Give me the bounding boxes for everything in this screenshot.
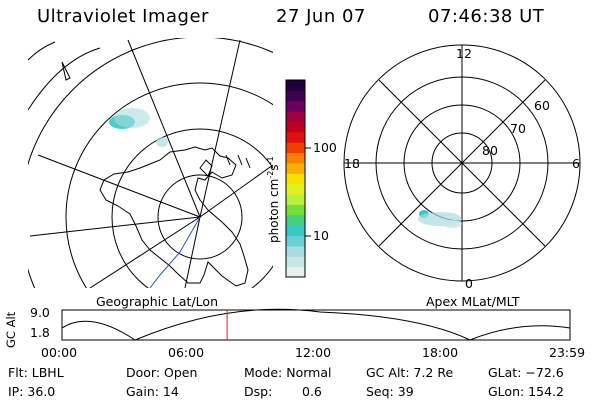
- left-panel-caption: Geographic Lat/Lon: [96, 294, 218, 309]
- status-glon: GLon: 154.2: [488, 384, 564, 399]
- status-seq: Seq: 39: [366, 384, 414, 399]
- right-panel-caption: Apex MLat/MLT: [426, 294, 520, 309]
- status-gc-alt: GC Alt: 7.2 Re: [366, 365, 454, 380]
- mlat-label-70: 70: [510, 121, 526, 136]
- colorbar-segment: [286, 266, 305, 278]
- colorbar-segment: [286, 204, 305, 216]
- observation-date: 27 Jun 07: [276, 6, 366, 27]
- status-ip: IP: 36.0: [8, 384, 56, 399]
- colorbar-segment: [286, 162, 305, 174]
- status-dsp-label: Dsp:: [244, 384, 273, 399]
- colorbar-tick-10: 10: [313, 228, 329, 243]
- colorbar-segment: [286, 256, 305, 268]
- mlat-label-80: 80: [482, 143, 498, 158]
- apex-polar-plot: [343, 44, 581, 282]
- timeline-xtick: 18:00: [422, 345, 459, 360]
- status-glat: GLat: −72.6: [488, 365, 564, 380]
- mlt-label-12: 12: [456, 46, 472, 61]
- colorbar-segment: [286, 152, 305, 164]
- colorbar-units: photon cm-2s-1: [266, 156, 281, 243]
- timeline-xtick: 23:59: [549, 345, 586, 360]
- mlt-label-6: 6: [572, 156, 580, 171]
- timeline-ytick-high: 9.0: [30, 305, 50, 320]
- status-filter: Flt: LBHL: [8, 365, 64, 380]
- timeline-ytick-low: 1.8: [30, 325, 50, 340]
- mlt-label-18: 18: [344, 156, 360, 171]
- colorbar-segment: [286, 225, 305, 237]
- app-title: Ultraviolet Imager: [37, 6, 209, 27]
- status-door: Door: Open: [126, 365, 198, 380]
- colorbar-segment: [286, 100, 305, 112]
- colorbar-tick-100: 100: [313, 140, 337, 155]
- timeline-xtick: 12:00: [295, 345, 332, 360]
- colorbar-segment: [286, 245, 305, 257]
- status-dsp-value: 0.6: [302, 384, 322, 399]
- timeline-xtick: 06:00: [168, 345, 205, 360]
- colorbar-segment: [286, 131, 305, 143]
- colorbar-segment: [286, 90, 305, 102]
- colorbar-segment: [286, 80, 305, 91]
- colorbar-segment: [286, 194, 305, 205]
- colorbar-segment: [286, 111, 305, 122]
- altitude-timeline: [61, 308, 571, 341]
- colorbar-segment: [286, 142, 305, 154]
- timeline-xtick: 00:00: [41, 345, 78, 360]
- colorbar-segment: [286, 121, 305, 133]
- colorbar-segment: [286, 173, 305, 185]
- mlat-label-60: 60: [534, 98, 550, 113]
- status-gain: Gain: 14: [126, 384, 179, 399]
- colorbar-segment: [286, 235, 305, 247]
- geographic-map: [28, 38, 273, 288]
- status-mode: Mode: Normal: [244, 365, 332, 380]
- colorbar-segment: [286, 214, 305, 226]
- timeline-ylabel: GC Alt: [4, 311, 18, 348]
- colorbar: [286, 80, 305, 278]
- observation-time: 07:46:38 UT: [428, 6, 545, 27]
- colorbar-segment: [286, 183, 305, 195]
- mlt-label-0: 0: [465, 276, 473, 291]
